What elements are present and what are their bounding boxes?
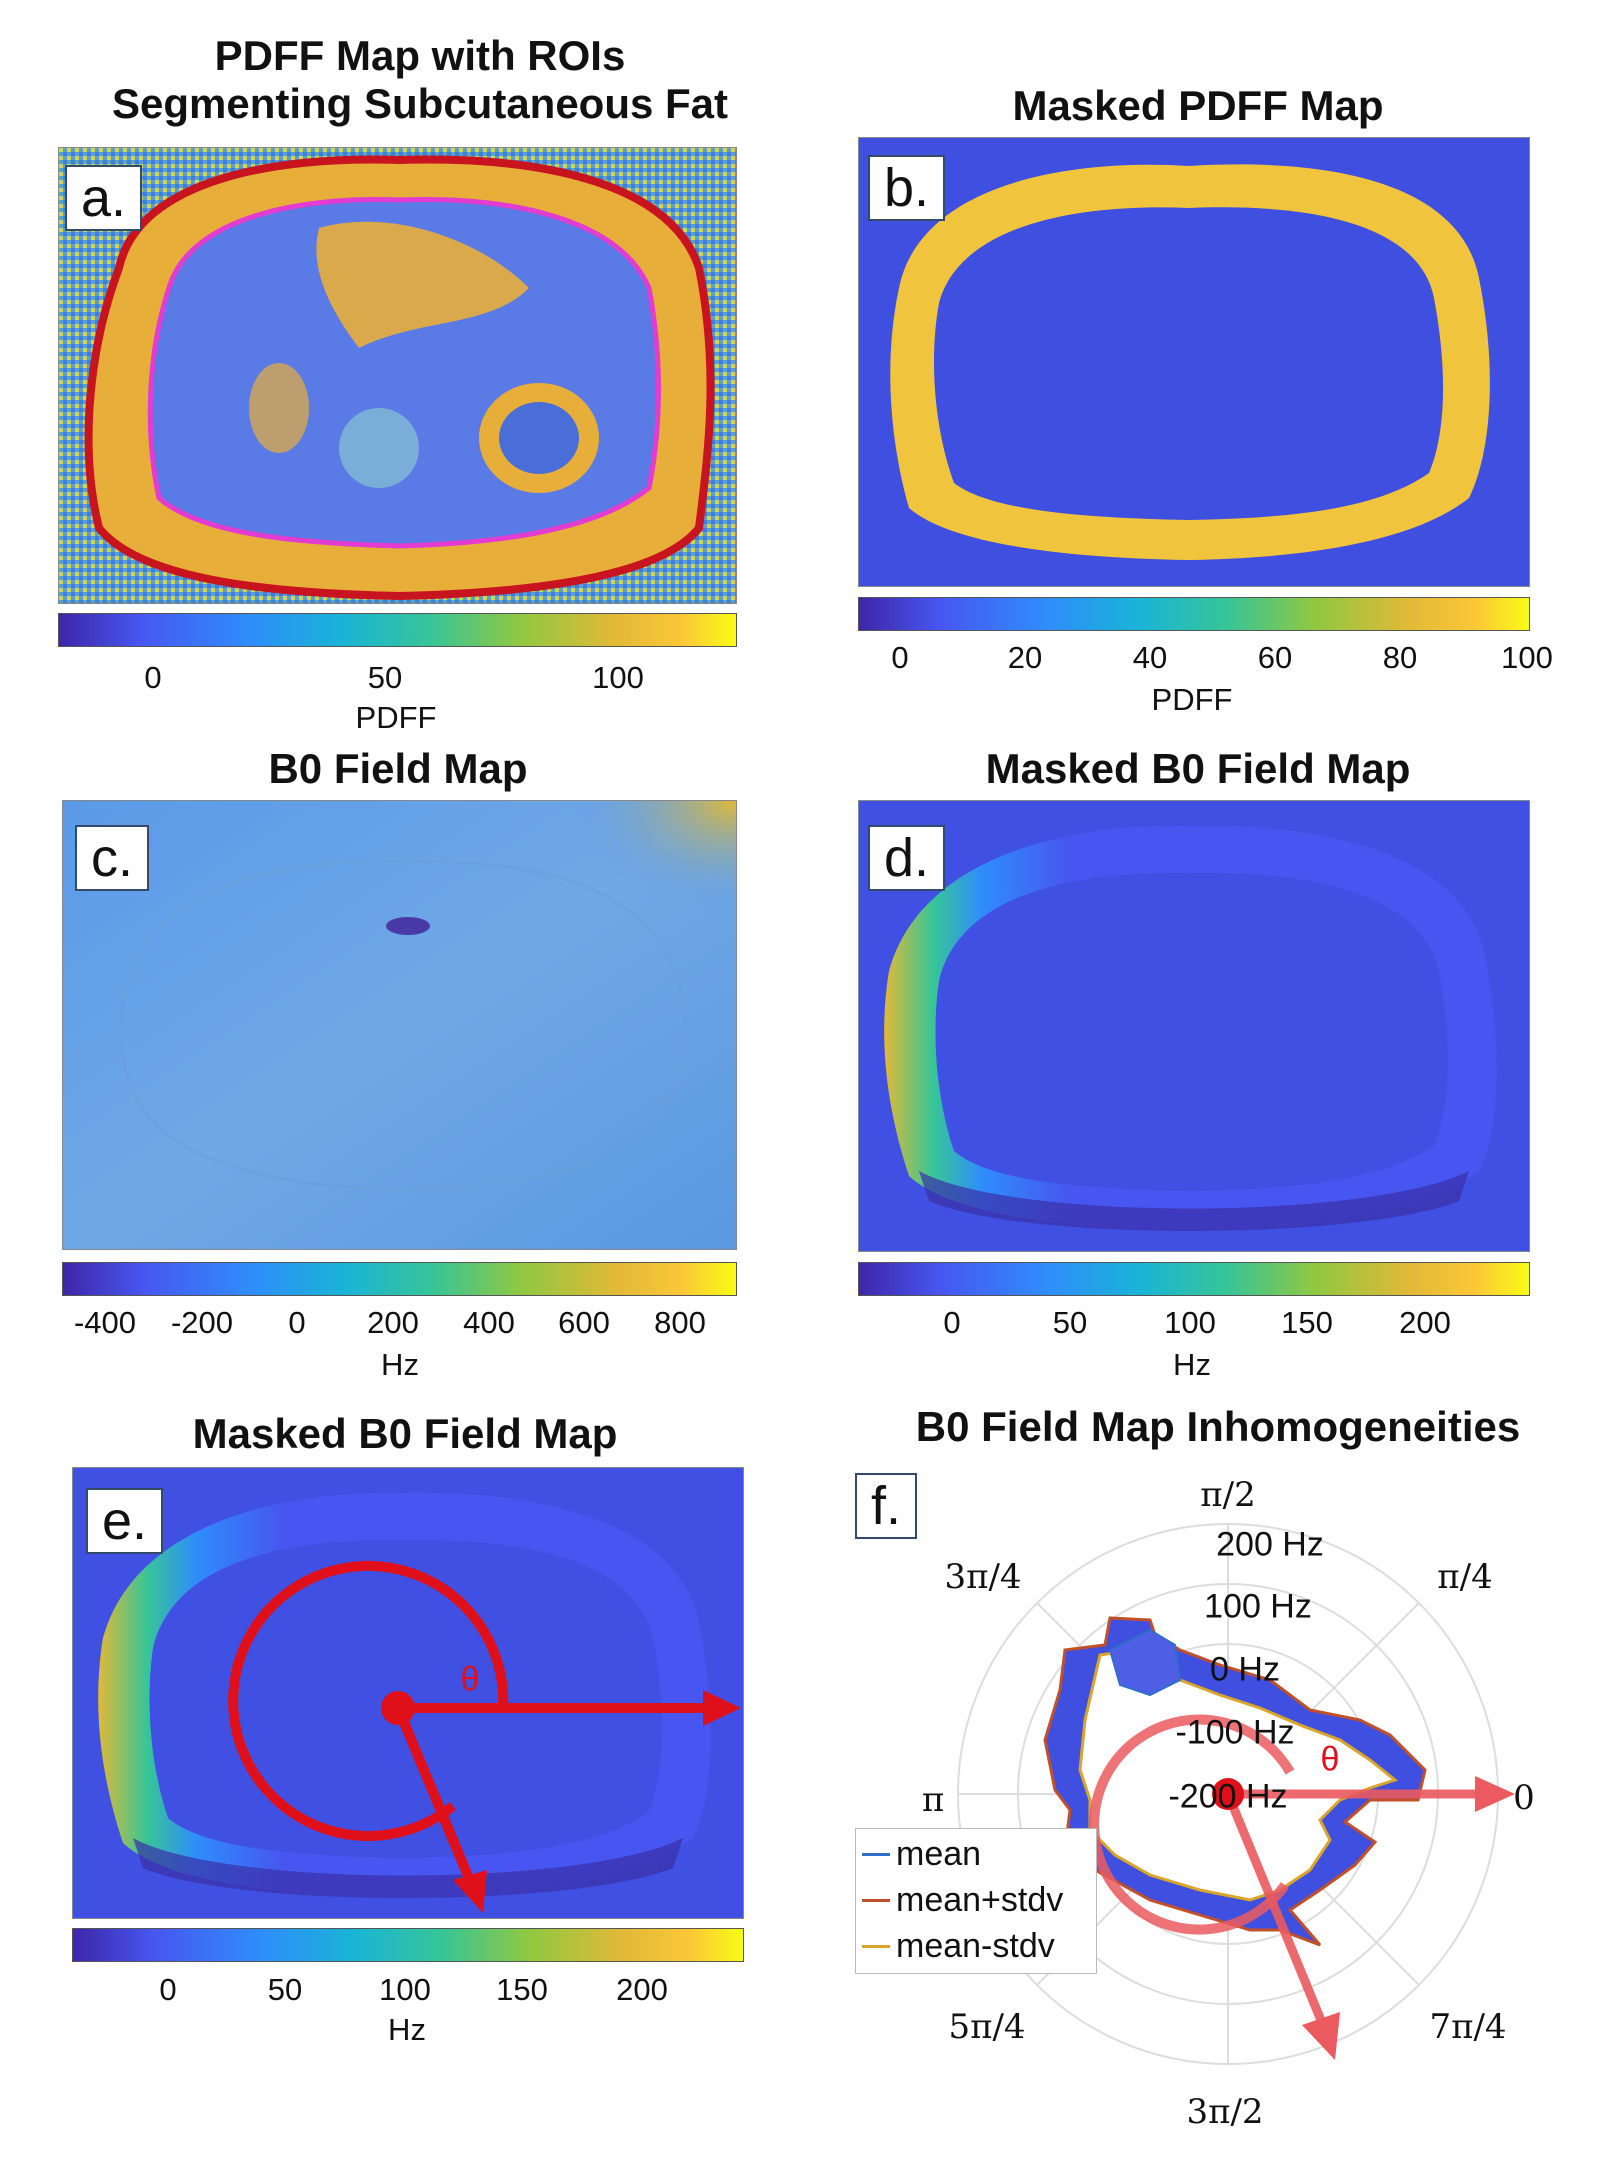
panel-e-tick: 150 <box>496 1972 548 2007</box>
panel-e-tick: 100 <box>379 1972 431 2007</box>
legend-swatch-mean <box>862 1853 890 1856</box>
panel-d-tick: 100 <box>1164 1305 1216 1340</box>
polar-radial-0: 0 Hz <box>1210 1650 1280 1689</box>
polar-angle-0: 0 <box>1513 1778 1535 1818</box>
panel-c-unit: Hz <box>381 1347 419 1382</box>
panel-b-tick: 100 <box>1501 640 1553 675</box>
panel-c-title: B0 Field Map <box>268 745 528 792</box>
panel-c-image <box>62 800 737 1250</box>
panel-a-title-line1: PDFF Map with ROIs <box>214 32 626 79</box>
panel-f-title: B0 Field Map Inhomogeneities <box>915 1403 1521 1450</box>
legend-entry-mean-minus: mean-stdv <box>862 1927 1055 1966</box>
panel-c-tick: 200 <box>367 1305 419 1340</box>
panel-b-tick: 40 <box>1132 640 1168 675</box>
panel-a-image <box>58 147 737 604</box>
panel-b-unit: PDFF <box>1151 682 1233 717</box>
panel-b-colorbar <box>858 597 1530 631</box>
polar-radial-200: 200 Hz <box>1216 1525 1324 1564</box>
panel-b-tick: 0 <box>891 640 909 675</box>
panel-d-title: Masked B0 Field Map <box>985 745 1411 792</box>
panel-a-unit: PDFF <box>355 700 437 735</box>
panel-d-colorbar <box>858 1262 1530 1296</box>
panel-d-image <box>858 800 1530 1252</box>
panel-d-tick: 200 <box>1399 1305 1451 1340</box>
panel-b-tick: 80 <box>1382 640 1418 675</box>
polar-angle-3pi-over-4: 3π/4 <box>944 1557 1022 1597</box>
panel-d-label: d. <box>868 825 946 891</box>
panel-a-tick: 50 <box>367 660 403 695</box>
panel-c-tick: 400 <box>463 1305 515 1340</box>
panel-a-title: PDFF Map with ROIs Segmenting Subcutaneo… <box>40 32 800 128</box>
polar-angle-pi: π <box>921 1780 945 1820</box>
panel-b-image <box>858 137 1530 587</box>
legend-entry-mean: mean <box>862 1835 981 1874</box>
panel-e-colorbar <box>72 1928 744 1962</box>
legend-swatch-mean-minus <box>862 1945 890 1948</box>
panel-b-title: Masked PDFF Map <box>1012 82 1384 129</box>
polar-radial-minus-200: -200 Hz <box>1168 1777 1288 1816</box>
panel-c-colorbar <box>62 1262 737 1296</box>
panel-a-tick: 100 <box>592 660 644 695</box>
panel-e-tick: 200 <box>616 1972 668 2007</box>
legend-label-mean: mean <box>896 1835 982 1873</box>
panel-f-theta: θ <box>1320 1740 1340 1779</box>
panel-c-tick: -200 <box>170 1305 234 1340</box>
panel-c-label: c. <box>75 825 150 891</box>
panel-b-label: b. <box>868 155 946 221</box>
panel-b-tick: 20 <box>1007 640 1043 675</box>
panel-a-title-line2: Segmenting Subcutaneous Fat <box>111 80 729 127</box>
legend: mean mean+stdv mean-stdv <box>855 1828 1097 1974</box>
panel-c-tick: 600 <box>558 1305 610 1340</box>
polar-angle-3pi-over-2: 3π/2 <box>1186 2092 1264 2132</box>
panel-c-tick: -400 <box>73 1305 137 1340</box>
panel-b-tick: 60 <box>1257 640 1293 675</box>
panel-a-colorbar <box>58 613 737 647</box>
legend-label-mean-plus: mean+stdv <box>896 1881 1064 1919</box>
polar-radial-minus-100: -100 Hz <box>1175 1713 1295 1752</box>
legend-swatch-mean-plus <box>862 1899 890 1902</box>
polar-angle-pi-over-2: π/2 <box>1200 1475 1256 1515</box>
polar-angle-pi-over-4: π/4 <box>1437 1557 1493 1597</box>
panel-a-label: a. <box>65 165 143 231</box>
panel-e-title: Masked B0 Field Map <box>192 1410 618 1457</box>
panel-a-tick: 0 <box>144 660 162 695</box>
polar-angle-5pi-over-4: 5π/4 <box>948 2007 1026 2047</box>
panel-e-tick: 50 <box>267 1972 303 2007</box>
panel-d-tick: 50 <box>1052 1305 1088 1340</box>
panel-e-tick: 0 <box>159 1972 177 2007</box>
panel-d-tick: 150 <box>1281 1305 1333 1340</box>
panel-e-image <box>72 1467 744 1919</box>
panel-d-unit: Hz <box>1173 1347 1211 1382</box>
polar-angle-7pi-over-4: 7π/4 <box>1429 2007 1507 2047</box>
panel-e-unit: Hz <box>388 2012 426 2047</box>
panel-e-theta: θ <box>460 1660 480 1699</box>
panel-f-label: f. <box>855 1473 918 1539</box>
panel-d-tick: 0 <box>943 1305 961 1340</box>
legend-entry-mean-plus: mean+stdv <box>862 1881 1063 1920</box>
polar-radial-100: 100 Hz <box>1204 1587 1312 1626</box>
legend-label-mean-minus: mean-stdv <box>896 1927 1055 1965</box>
panel-c-tick: 0 <box>288 1305 306 1340</box>
panel-c-tick: 800 <box>654 1305 706 1340</box>
panel-f-polar <box>957 1523 1515 2065</box>
panel-e-label: e. <box>86 1488 164 1554</box>
